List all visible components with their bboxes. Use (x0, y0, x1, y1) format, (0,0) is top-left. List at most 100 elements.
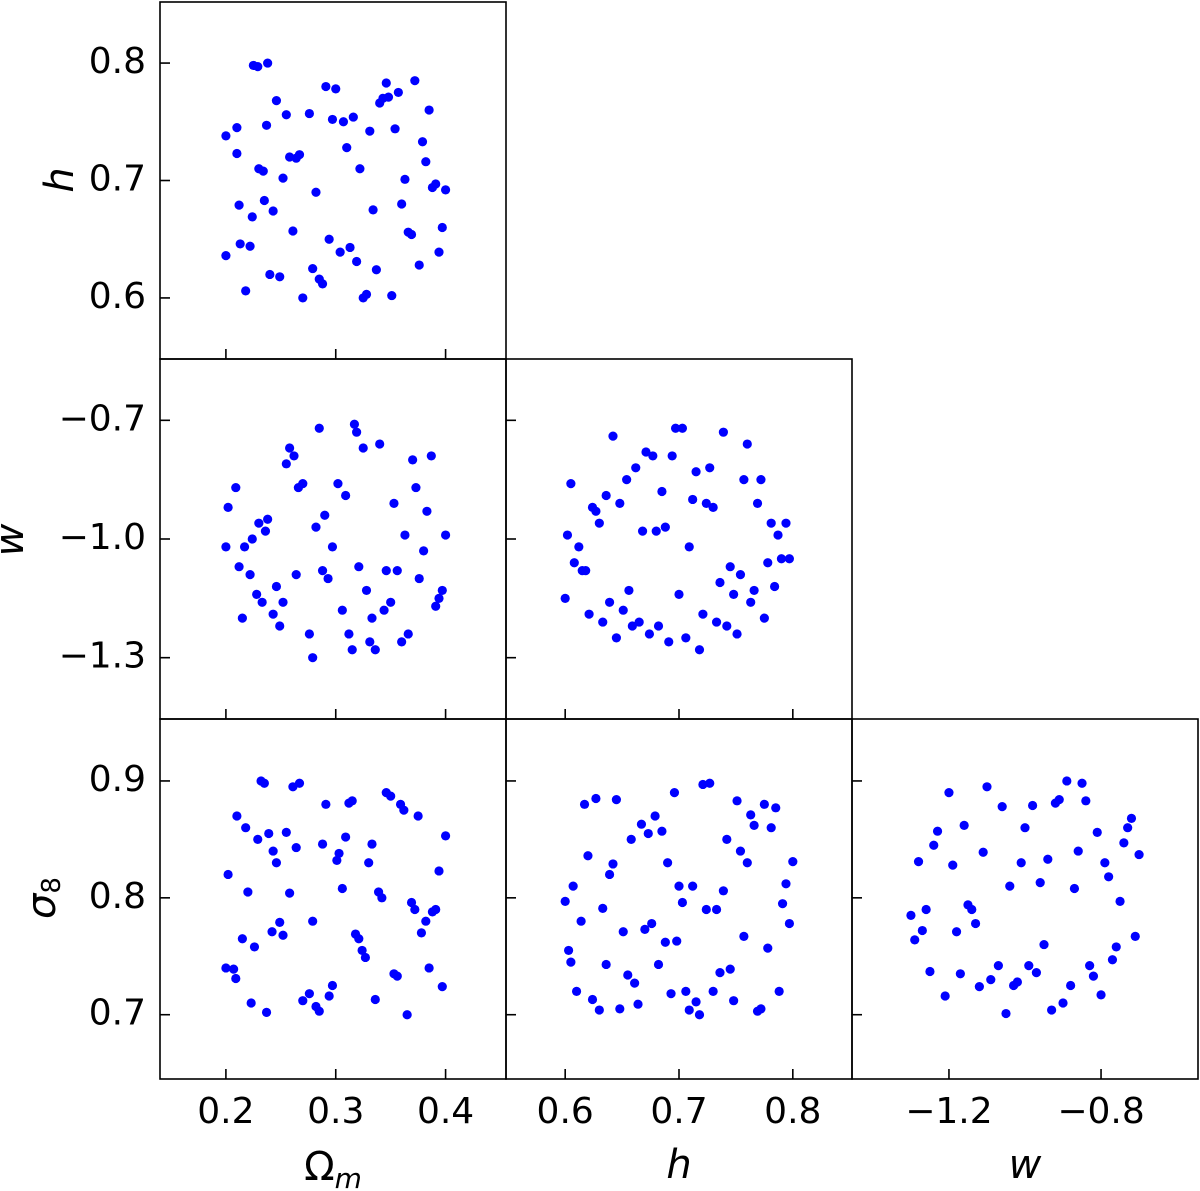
scatter-point (951, 927, 962, 937)
scatter-point (422, 506, 432, 516)
scatter-point (237, 934, 247, 944)
scatter-point (304, 629, 314, 639)
y-tick-label: 0.7 (89, 993, 146, 1034)
scatter-point (410, 904, 420, 915)
scatter-point (579, 799, 590, 809)
scatter-point (258, 166, 268, 176)
scatter-point (261, 1007, 272, 1017)
scatter-point (970, 918, 981, 929)
scatter-point (913, 856, 924, 867)
scatter-point (370, 994, 380, 1005)
scatter-point (660, 522, 670, 532)
scatter-point (677, 423, 688, 433)
scatter-point (392, 971, 402, 981)
scatter-point (278, 173, 288, 183)
scatter-point (591, 793, 601, 804)
scatter-point (371, 265, 381, 275)
scatter-point (611, 633, 622, 643)
scatter-point (729, 996, 739, 1006)
scatter-point (298, 996, 308, 1006)
scatter-point (664, 637, 674, 647)
scatter-point (694, 1010, 705, 1020)
scatter-point (1024, 961, 1034, 971)
scatter-point (440, 185, 451, 195)
scatter-point (354, 934, 364, 944)
scatter-point (417, 137, 428, 147)
scatter-point (424, 105, 434, 115)
scatter-point (694, 645, 705, 655)
scatter-point (718, 427, 728, 437)
scatter-point (243, 887, 253, 897)
scatter-point (1005, 881, 1015, 891)
scatter-point (361, 289, 372, 300)
scatter-point (288, 226, 298, 236)
scatter-point (406, 897, 417, 908)
scatter-point (774, 986, 784, 996)
scatter-point (708, 502, 718, 512)
x-tick-label: 0.2 (197, 1091, 254, 1132)
scatter-point (756, 1004, 766, 1014)
scatter-point (234, 562, 244, 572)
scatter-point (402, 1010, 412, 1020)
scatter-point (355, 164, 365, 174)
scatter-point (383, 92, 394, 102)
scatter-point (651, 526, 661, 536)
scatter-point (381, 566, 391, 576)
scatter-point (622, 475, 632, 485)
x-tick-label: 0.8 (764, 1091, 821, 1132)
scatter-point (381, 78, 391, 88)
scatter-point (1130, 931, 1140, 942)
scatter-point (1043, 854, 1053, 864)
scatter-point (400, 174, 410, 184)
scatter-point (414, 573, 424, 584)
scatter-point (742, 858, 752, 868)
scatter-point (708, 986, 718, 996)
scatter-point (756, 475, 766, 485)
scatter-point (257, 597, 267, 607)
scatter-point (701, 904, 711, 915)
scatter-point (615, 1004, 625, 1014)
scatter-point (715, 968, 725, 978)
scatter-point (624, 585, 634, 596)
scatter-point (421, 916, 431, 926)
scatter-point (776, 554, 787, 564)
scatter-point (608, 859, 618, 869)
scatter-point (672, 936, 682, 946)
scatter-point (739, 475, 749, 485)
scatter-point (320, 510, 330, 520)
scatter-point (781, 518, 791, 528)
scatter-point (742, 439, 752, 449)
scatter-point (223, 502, 233, 512)
scatter-point (574, 542, 584, 552)
scatter-point (732, 796, 742, 806)
scatter-point (1134, 849, 1144, 860)
scatter-point (260, 526, 271, 536)
x-tick-label: 0.3 (307, 1091, 364, 1132)
scatter-point (660, 937, 670, 947)
x-tick-label: 0.4 (417, 1091, 474, 1132)
scatter-point (235, 239, 245, 249)
scatter-point (784, 918, 795, 929)
scatter-point (1069, 883, 1080, 894)
scatter-point (253, 834, 263, 844)
scatter-point (271, 858, 282, 868)
scatter-point (437, 585, 447, 596)
scatter-point (440, 831, 451, 841)
scatter-point (247, 212, 257, 222)
scatter-point (298, 293, 308, 303)
scatter-point (759, 799, 769, 809)
scatter-point (431, 904, 441, 915)
y-tick-label: 0.8 (89, 876, 146, 917)
scatter-point (294, 778, 305, 788)
scatter-point (317, 566, 328, 576)
scatter-point (281, 110, 291, 120)
panel-sigma8-vs-h: 0.6 0.7 0.8 (505, 718, 853, 1132)
scatter-point (718, 886, 728, 896)
scatter-point (321, 81, 331, 92)
scatter-point (357, 945, 367, 956)
scatter-point (1031, 968, 1042, 978)
scatter-point (337, 883, 347, 894)
scatter-point (259, 778, 269, 788)
scatter-point (1104, 872, 1114, 882)
